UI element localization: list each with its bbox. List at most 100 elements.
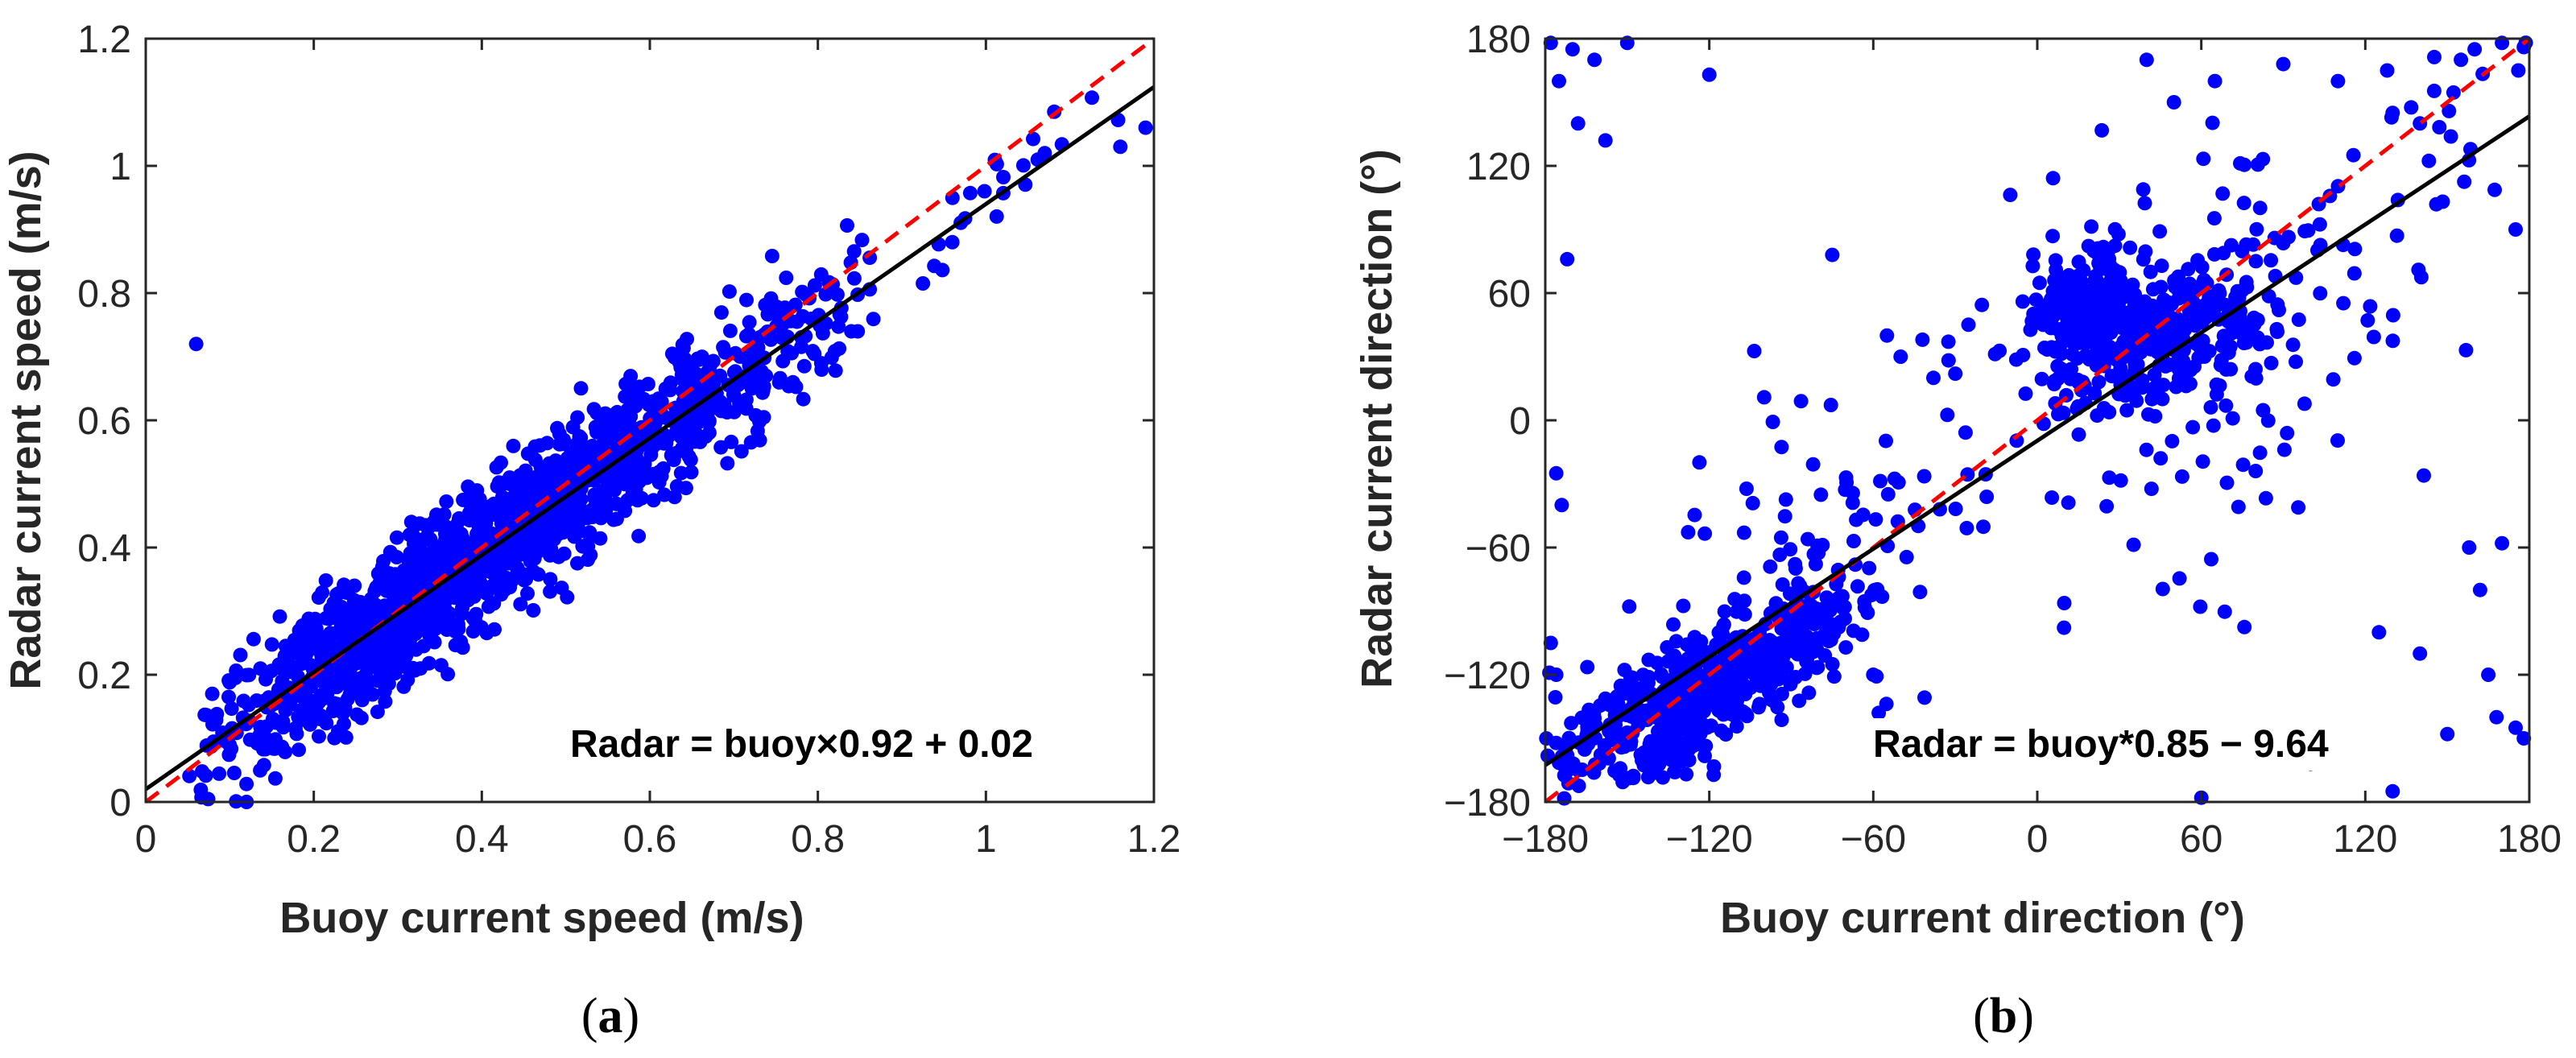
data-point	[1085, 90, 1099, 105]
data-point	[698, 429, 713, 444]
data-point	[2313, 286, 2328, 301]
data-point	[1015, 158, 1031, 173]
data-point	[795, 284, 810, 300]
data-point	[506, 438, 521, 453]
data-point	[775, 316, 791, 331]
data-point	[2112, 265, 2127, 280]
data-point	[2144, 481, 2159, 497]
data-point	[2481, 667, 2496, 682]
data-point	[518, 496, 533, 511]
data-point	[2264, 253, 2279, 268]
data-point	[1753, 678, 1768, 693]
data-point	[353, 648, 368, 663]
data-point	[2025, 258, 2041, 274]
data-point	[403, 515, 419, 530]
data-point	[631, 528, 647, 543]
data-point	[2064, 332, 2079, 347]
data-point	[253, 661, 268, 676]
data-point	[1893, 349, 1908, 364]
data-point	[828, 363, 843, 378]
data-point	[2206, 303, 2221, 318]
data-point	[2040, 301, 2055, 316]
data-point	[2094, 259, 2110, 275]
data-point	[2166, 95, 2181, 110]
data-point	[2026, 247, 2041, 262]
data-point	[1565, 42, 1580, 57]
data-point	[2276, 236, 2291, 250]
data-point	[193, 782, 209, 797]
data-point	[1838, 482, 1853, 498]
data-point	[2442, 103, 2457, 118]
data-point	[2049, 262, 2064, 278]
data-point	[2264, 355, 2279, 370]
data-point	[2015, 294, 2030, 309]
data-point	[1554, 498, 1569, 513]
data-point	[481, 599, 496, 614]
data-point	[570, 410, 585, 425]
data-point	[1801, 685, 1817, 701]
y-tick-label: 60	[1488, 273, 1531, 316]
x-tick-label: 1.2	[1127, 818, 1181, 861]
data-point	[2489, 709, 2504, 725]
data-point	[573, 523, 587, 539]
data-point	[2230, 283, 2245, 299]
data-point	[298, 622, 313, 638]
data-point	[315, 585, 330, 600]
data-point	[575, 539, 590, 554]
data-point	[2193, 599, 2208, 614]
data-point	[1917, 690, 1932, 705]
data-point	[1597, 738, 1612, 753]
data-point	[516, 567, 531, 582]
data-point	[331, 586, 346, 601]
data-point	[1823, 398, 1838, 412]
data-point	[1774, 713, 1789, 727]
data-point	[618, 503, 633, 519]
data-point	[2313, 238, 2328, 253]
data-point	[1941, 353, 1956, 368]
data-point	[1783, 542, 1798, 557]
data-point	[439, 494, 454, 509]
panel-b-fit-line	[1544, 114, 2531, 767]
data-point	[2069, 351, 2085, 366]
data-point	[726, 388, 742, 403]
data-point	[630, 493, 645, 508]
data-point	[2252, 337, 2268, 352]
data-point	[706, 399, 722, 415]
data-point	[1809, 614, 1824, 629]
data-point	[371, 634, 387, 649]
data-point	[2048, 396, 2063, 411]
data-point	[2270, 297, 2285, 312]
data-point	[734, 444, 749, 459]
data-point	[1543, 635, 1558, 651]
data-point	[1899, 549, 1914, 564]
data-point	[742, 327, 756, 342]
data-point	[2216, 246, 2231, 261]
data-point	[337, 717, 351, 732]
data-point	[1781, 610, 1797, 626]
data-point	[420, 521, 436, 536]
data-point	[543, 584, 558, 599]
data-point	[1817, 648, 1833, 663]
data-point	[2458, 342, 2474, 357]
data-point	[1846, 534, 1861, 548]
data-point	[2091, 374, 2107, 390]
data-point	[2023, 322, 2038, 337]
data-point	[1792, 618, 1808, 634]
data-point	[2071, 427, 2086, 442]
data-point	[1622, 599, 1637, 614]
data-point	[1868, 512, 1883, 527]
data-point	[473, 620, 489, 635]
data-point	[775, 353, 791, 369]
data-point	[205, 686, 220, 701]
y-tick-label: 1	[110, 146, 131, 188]
data-point	[2371, 625, 2387, 640]
data-point	[2404, 100, 2419, 115]
data-point	[2071, 254, 2086, 270]
data-point	[807, 278, 822, 293]
data-point	[464, 490, 479, 505]
panel-b: −180 −120 −60 0 60 120 180 −180 −120 −60 0 60 120 180…	[1353, 19, 2562, 1044]
data-point	[381, 676, 396, 692]
data-point	[1688, 639, 1703, 655]
data-point	[1792, 693, 1807, 709]
